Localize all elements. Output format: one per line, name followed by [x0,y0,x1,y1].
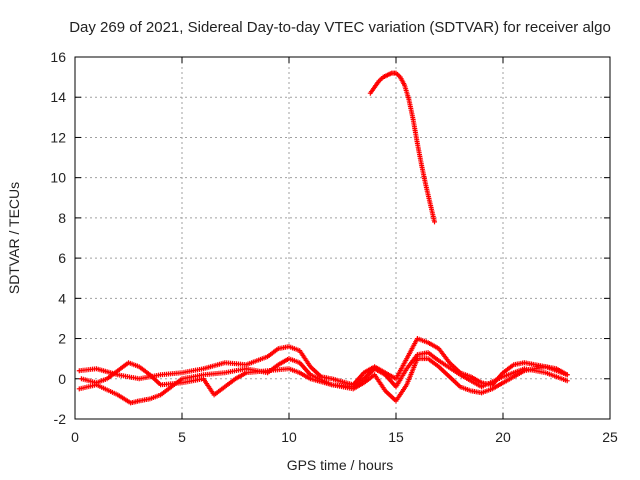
x-tick-label: 15 [388,429,404,445]
y-tick-label: 0 [58,371,66,387]
y-tick-label: 2 [58,331,66,347]
data-point [564,372,570,378]
y-axis-label: SDTVAR / TECUs [6,182,22,294]
y-tick-label: 10 [50,170,66,186]
grid-layer [75,57,610,419]
data-marks [76,70,570,406]
x-tick-label: 20 [495,429,511,445]
series-group [76,336,570,388]
series-group [367,70,438,225]
y-tick-label: 8 [58,210,66,226]
y-tick-label: 14 [50,89,66,105]
y-tick-label: 16 [50,49,66,65]
x-tick-label: 10 [281,429,297,445]
series-group [78,350,570,398]
data-point [432,219,438,225]
x-tick-label: 5 [178,429,186,445]
chart-title: Day 269 of 2021, Sidereal Day-to-day VTE… [69,19,611,36]
y-tick-label: 6 [58,250,66,266]
x-tick-label: 0 [71,429,79,445]
x-axis-label: GPS time / hours [287,457,394,473]
y-tick-label: -2 [54,411,67,427]
y-tick-label: 4 [58,290,66,306]
data-point [564,378,570,384]
plot-frame [74,56,611,420]
y-tick-label: 12 [50,129,66,145]
x-tick-label: 25 [602,429,618,445]
